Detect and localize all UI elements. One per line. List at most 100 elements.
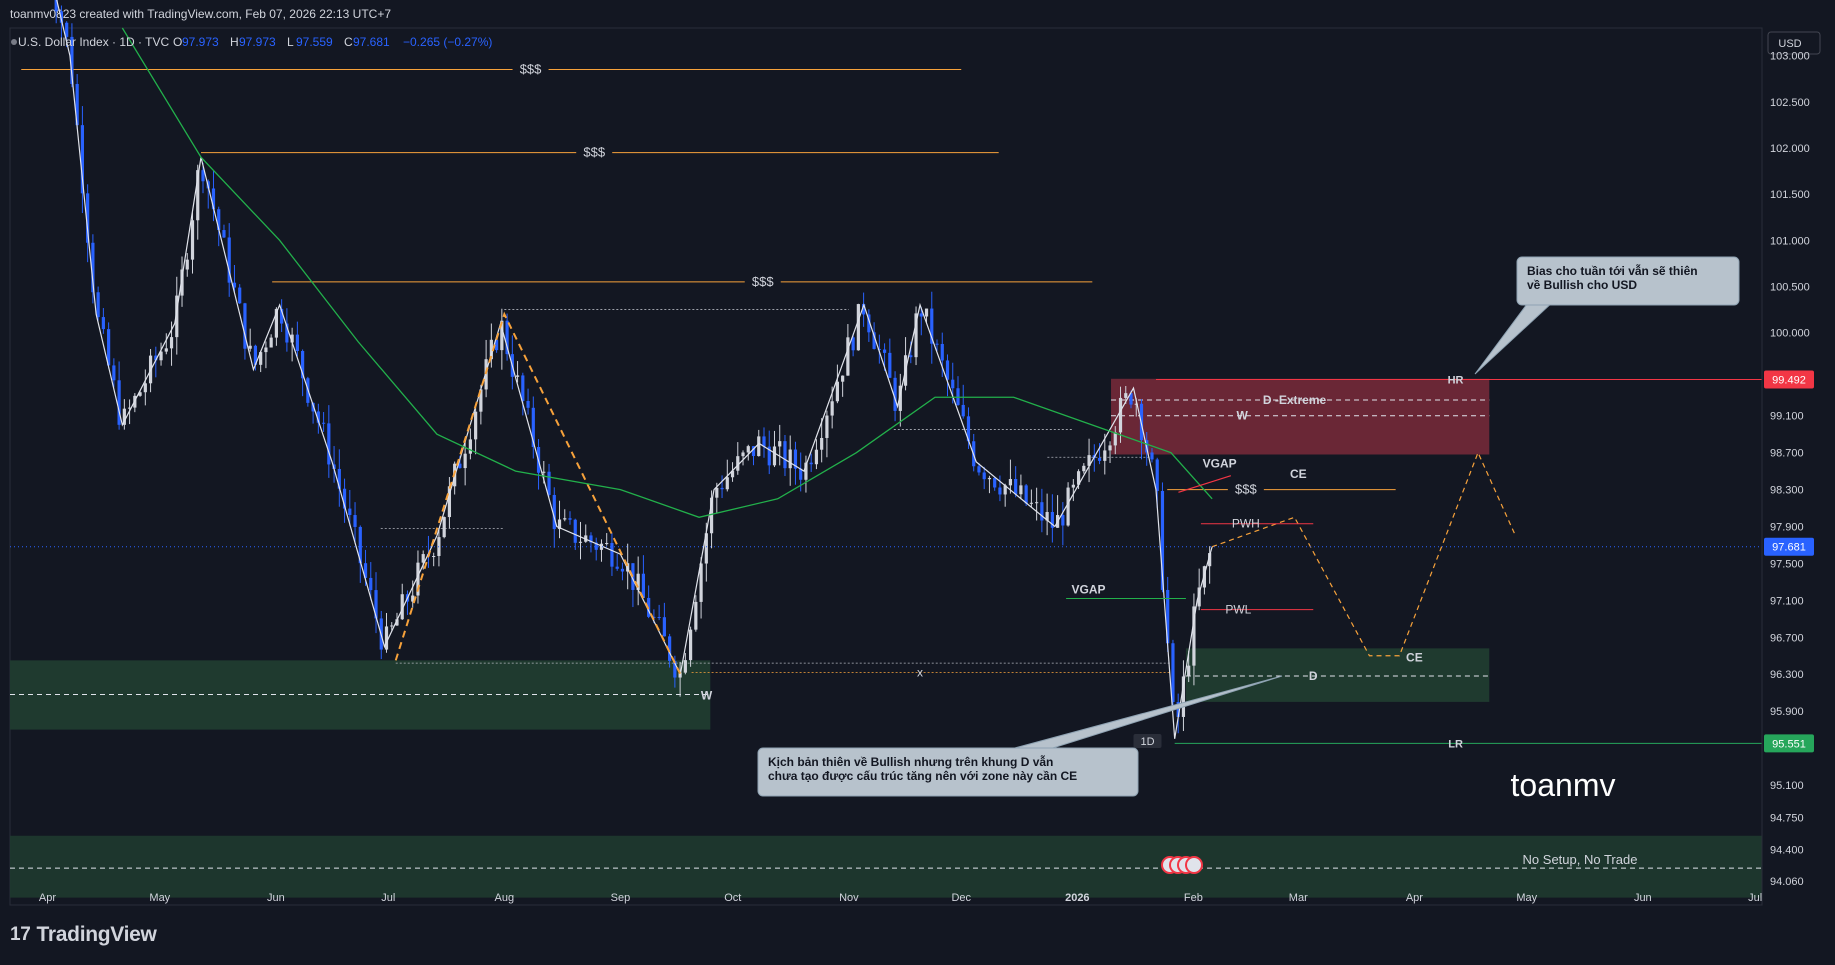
x-tick-13: May [1516,892,1537,904]
candle-body [951,379,955,389]
candle-body [321,422,326,424]
candle-body [594,542,598,550]
candle-body [1176,702,1180,717]
candle-body [547,471,551,495]
candle-body [54,0,58,12]
candle-body [101,317,105,330]
candle-body [573,519,577,543]
candle-body [930,308,934,344]
candle-body [610,543,614,567]
candle-body [772,446,777,466]
candle-body [96,292,100,318]
last-price-tag-label: 97.681 [1772,542,1806,554]
candle-body [652,616,656,618]
candle-body [1113,432,1117,446]
candle-body [898,385,902,411]
candle-body [542,471,546,473]
candle-body [332,464,336,469]
candle-body [1097,457,1102,461]
candle-body [500,320,504,351]
legend-dot [11,39,17,45]
candle-body [872,332,876,349]
candle-body [704,533,708,564]
candle-body [578,541,583,543]
y-tick-2: 102.000 [1770,143,1810,155]
candle-body [222,230,226,238]
candle-body [253,345,258,365]
candle-body [1103,450,1107,461]
y-tick-3: 101.500 [1770,189,1810,201]
candle-body [1024,485,1028,504]
candle-body [363,563,368,578]
label-pwh: PWH [1232,517,1260,531]
label-pwl: PWL [1225,603,1251,617]
candle-body [557,519,562,530]
candle-body [935,343,939,345]
candle-body [86,193,90,243]
candle-body [945,360,950,380]
legend-change: −0.265 (−0.27%) [403,35,492,49]
candle-body [636,573,640,590]
candle-body [264,347,268,353]
candle-body [924,308,929,317]
candle-body [919,313,923,317]
label-lr: LR [1448,738,1463,750]
candle-body [668,636,672,661]
tradingview-logo[interactable]: 17 TradingView [10,923,157,947]
candle-body [1192,606,1196,666]
watermark-toanmv: toanmv [1511,767,1616,803]
candle-body [122,408,126,425]
candle-body [620,568,625,572]
tradingview-brand: TradingView [36,923,157,946]
legend-label-1: H [230,35,239,49]
candle-body [715,487,719,498]
x-tick-2: Jun [267,892,285,904]
legend-value-1: 97.973 [239,35,276,49]
candle-body [59,11,64,23]
candle-body [358,526,362,564]
candle-body [180,269,184,296]
candle-body [998,487,1002,495]
candle-body [91,242,95,293]
x-tick-15: Jul [1748,892,1762,904]
x-tick-10: Feb [1184,892,1203,904]
candle-body [1208,553,1212,567]
candle-body [421,554,425,563]
candle-body [1181,676,1186,717]
candle-body [411,595,415,602]
candle-body [190,220,195,260]
candle-body [112,365,116,381]
swing-structure-line [56,0,1213,739]
candle-body [259,352,263,365]
label-hr: HR [1448,375,1464,387]
candle-body [589,535,593,543]
candle-body [201,170,205,182]
y-tick-7: 99.100 [1770,411,1804,423]
candle-body [390,625,394,627]
candle-body [495,339,499,351]
y-tick-10: 97.900 [1770,522,1804,534]
candle-body [458,463,462,469]
candle-body [563,518,567,520]
candle-body [479,389,483,412]
candle-body [238,287,242,304]
candle-body [70,36,74,84]
x-tick-12: Apr [1406,892,1423,904]
legend-label-0: O [173,35,182,49]
candle-body [641,573,646,598]
candle-body [746,446,750,453]
candle-body [484,359,488,390]
candle-body [1076,471,1081,485]
y-tick-16: 95.100 [1770,780,1804,792]
candle-body [505,320,509,355]
candle-body [175,295,179,338]
candle-body [1050,512,1054,528]
x-tick-14: Jun [1634,892,1652,904]
candle-body [814,449,819,465]
candle-body [751,446,756,457]
candle-body [1108,445,1112,451]
x-tick-7: Nov [839,892,859,904]
candle-body [568,518,572,520]
candle-body [956,388,960,405]
